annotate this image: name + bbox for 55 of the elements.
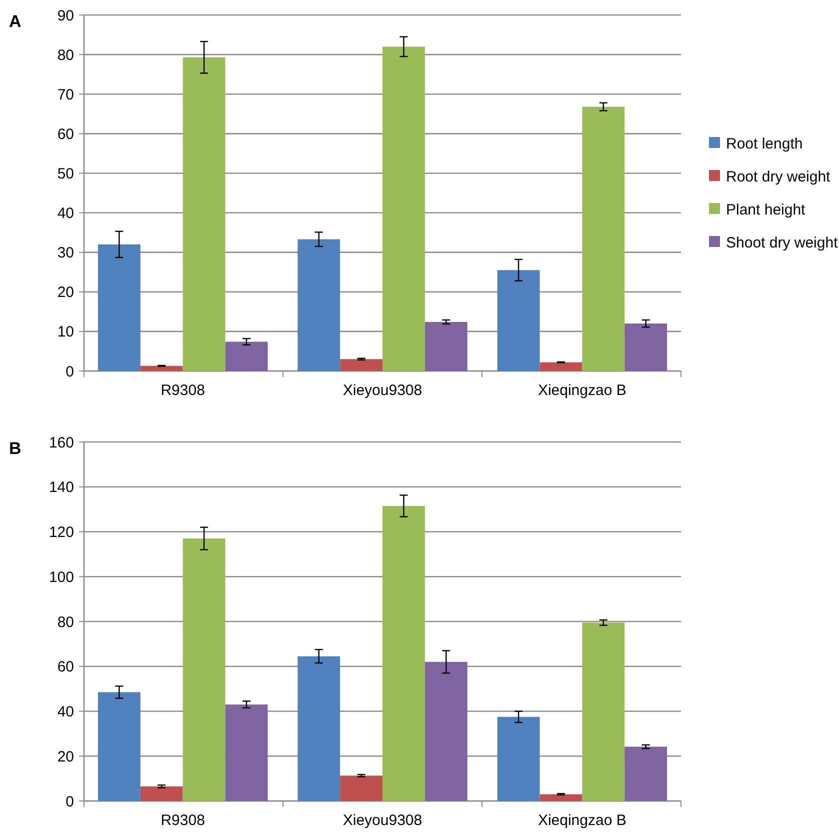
bar	[582, 622, 625, 801]
bar	[540, 794, 582, 801]
bar	[424, 322, 468, 371]
bar	[497, 270, 540, 371]
y-tick-label: 70	[57, 86, 74, 104]
y-tick-label: 60	[57, 126, 74, 143]
bar	[140, 366, 183, 371]
x-tick-label: Xieqingzao B	[538, 812, 626, 829]
bar	[225, 704, 268, 801]
text: B	[9, 439, 22, 458]
bar	[98, 244, 140, 371]
y-tick-label: 40	[57, 704, 74, 720]
y-tick-label: 60	[57, 658, 74, 676]
y-tick-label: 0	[66, 793, 74, 810]
legend-label: Plant height	[726, 201, 806, 218]
bar	[582, 106, 625, 371]
bar	[182, 538, 226, 801]
legend-label: Shoot dry weight	[726, 234, 839, 252]
bar	[382, 46, 425, 371]
bar	[340, 359, 382, 371]
text: A	[9, 12, 22, 31]
x-tick-label: R9308	[160, 812, 205, 829]
bar	[182, 57, 226, 371]
x-tick-label: R9308	[160, 382, 205, 399]
y-tick-label: 30	[57, 244, 74, 262]
y-tick-label: 140	[48, 479, 74, 496]
bar	[340, 776, 382, 801]
bar	[298, 239, 340, 371]
x-tick-label: Xieyou9308	[342, 382, 422, 399]
y-tick-label: 80	[57, 46, 74, 64]
y-tick-label: 120	[48, 524, 74, 541]
x-tick-label: Xieyou9308	[342, 812, 422, 829]
x-tick-label: Xieqingzao B	[538, 382, 626, 399]
bar	[497, 716, 540, 801]
bar	[540, 362, 582, 371]
y-tick-label: 10	[57, 324, 74, 341]
y-tick-label: 160	[48, 434, 74, 452]
legend-label: Root dry weight	[726, 168, 832, 186]
y-tick-label: 0	[66, 363, 74, 380]
bar	[624, 324, 668, 371]
y-tick-label: 50	[57, 165, 74, 182]
y-tick-label: 40	[57, 205, 74, 222]
y-tick-label: 100	[48, 568, 74, 586]
legend-label: Root length	[726, 135, 803, 152]
bar	[98, 692, 140, 801]
bar	[424, 662, 468, 801]
y-tick-label: 20	[57, 284, 74, 302]
bar	[382, 506, 425, 801]
bar	[225, 342, 268, 371]
bar	[140, 786, 183, 801]
bar	[624, 746, 668, 801]
y-tick-label: 90	[57, 7, 74, 24]
bar	[298, 656, 340, 801]
y-tick-label: 80	[57, 614, 74, 631]
y-tick-label: 20	[57, 748, 74, 766]
